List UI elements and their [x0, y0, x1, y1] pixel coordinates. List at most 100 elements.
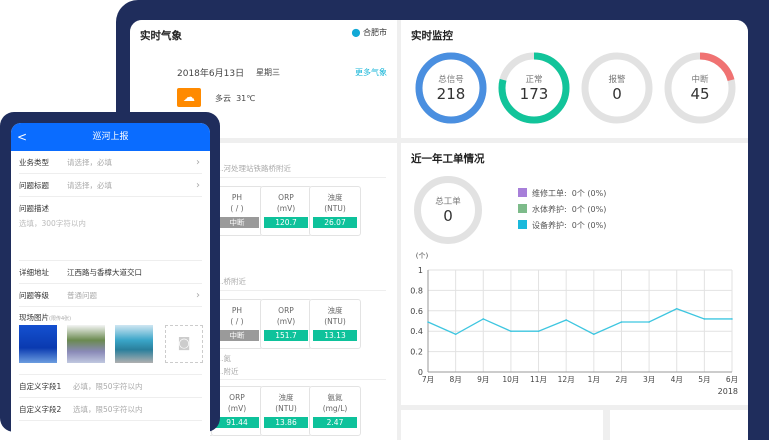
- station-name: …氮: [216, 354, 231, 363]
- x-tick-label: 6月: [726, 375, 738, 384]
- legend-item: 维修工单: 0个 (0%): [518, 188, 606, 199]
- y-tick-label: 0: [418, 368, 423, 377]
- data-point: [593, 333, 595, 336]
- address-field[interactable]: 详细地址 江西路与香樟大道交口: [19, 261, 202, 284]
- x-tick-label: 2月: [615, 375, 627, 384]
- phone-title: 巡河上报: [92, 132, 129, 142]
- sensor-card[interactable]: 浊度 (NTU) 13.13: [309, 299, 361, 349]
- weather-condition: 多云 31℃: [215, 94, 256, 103]
- ring-value: 173: [519, 85, 549, 103]
- workorder-title: 近一年工单情况: [411, 153, 485, 165]
- sensor-value: 13.86: [264, 417, 308, 428]
- monitor-ring[interactable]: 总信号 218: [414, 51, 488, 125]
- x-tick-label: 1月: [588, 375, 600, 384]
- weather-weekday: 星期三: [256, 68, 280, 77]
- legend-swatch: [518, 204, 527, 213]
- city-selector[interactable]: ⬤ 合肥市: [352, 27, 388, 38]
- description-label: 问题描述: [19, 204, 49, 213]
- total-workorder-ring: 总工单 0: [414, 176, 482, 244]
- phone-header: < 巡河上报: [11, 123, 210, 151]
- total-label: 总工单: [435, 197, 461, 207]
- data-point: [675, 307, 678, 310]
- monitor-panel: 实时监控 总信号 218 正常 173 报警 0 中断 45: [401, 20, 748, 138]
- ring-value: 45: [690, 85, 710, 103]
- data-point: [731, 318, 733, 320]
- sensor-value: 26.07: [313, 217, 357, 228]
- legend-swatch: [518, 220, 527, 229]
- ring-value: 218: [436, 85, 466, 103]
- chevron-right-icon: ›: [196, 157, 200, 168]
- data-point: [510, 330, 512, 332]
- station-name: …桥附近: [216, 277, 246, 286]
- station-name: …河处理站铁路桥附近: [216, 164, 291, 173]
- sensor-value: 120.7: [264, 217, 308, 228]
- dashboard-screen: 实时气象 ⬤ 合肥市 2018年6月13日 星期三 更多气象 ☁ 多云 31℃ …: [130, 20, 748, 440]
- bottom-panel-left: [401, 410, 603, 440]
- photo-thumbnail[interactable]: [19, 325, 57, 363]
- data-point: [703, 318, 706, 320]
- sensor-value: 91.44: [215, 417, 259, 428]
- phone-screen: < 巡河上报 业务类型 请选择，必填 › 问题标题 请选择，必填 › 问题描述 选填，30…: [11, 123, 210, 443]
- chevron-right-icon: ›: [196, 180, 200, 191]
- x-tick-label: 8月: [449, 375, 461, 384]
- custom-field[interactable]: 自定义字段2 选填，限50字符以内: [19, 398, 202, 421]
- x-tick-label: 3月: [643, 375, 655, 384]
- station-location: …附近: [216, 367, 239, 376]
- sensor-card[interactable]: 氨氮 (mg/L) 2.47: [309, 386, 361, 436]
- form-field[interactable]: 业务类型 请选择，必填 ›: [19, 151, 202, 174]
- level-field[interactable]: 问题等级 普通问题 ›: [19, 284, 202, 307]
- monitor-ring[interactable]: 报警 0: [580, 51, 654, 125]
- description-field[interactable]: 问题描述 选填，300字符以内: [19, 197, 202, 261]
- ring-label: 报警: [608, 75, 626, 85]
- x-tick-label: 4月: [671, 375, 683, 384]
- photos-label: 现场图片: [19, 313, 49, 322]
- legend-swatch: [518, 188, 527, 197]
- y-tick-label: 0.4: [410, 327, 423, 336]
- more-weather-link[interactable]: 更多气象: [355, 68, 387, 77]
- y-axis-unit: (个): [416, 252, 429, 260]
- sensor-card[interactable]: 浊度 (NTU) 13.86: [260, 386, 312, 436]
- series-line: [427, 308, 732, 335]
- photo-thumbnail[interactable]: [67, 325, 105, 363]
- x-tick-label: 9月: [477, 375, 489, 384]
- workorder-panel: 近一年工单情况 总工单 0: [401, 143, 748, 405]
- monitor-ring[interactable]: 中断 45: [663, 51, 737, 125]
- weather-date: 2018年6月13日: [177, 69, 245, 79]
- x-tick-label: 11月: [530, 375, 547, 384]
- weather-title: 实时气象: [140, 30, 182, 42]
- workorder-line-chart: 0 0.2 0.4 0.6 0.8 1 7月 8月 9月 10月 11月 12月 1月 2月 3月 4月 5月 6…: [410, 252, 738, 396]
- partly-cloudy-icon: ☁: [177, 88, 201, 107]
- ring-label: 正常: [525, 75, 543, 85]
- phone-frame: < 巡河上报 业务类型 请选择，必填 › 问题标题 请选择，必填 › 问题描述 选填，30…: [0, 112, 220, 443]
- data-point: [482, 318, 485, 320]
- photo-thumbnail[interactable]: [115, 325, 153, 363]
- back-button[interactable]: <: [17, 130, 28, 144]
- monitor-title: 实时监控: [411, 30, 453, 42]
- data-point: [620, 321, 623, 323]
- sensor-card[interactable]: ORP (mV) 120.7: [260, 186, 312, 236]
- x-tick-label: 5月: [698, 375, 710, 384]
- description-placeholder: 选填，300字符以内: [19, 219, 86, 228]
- sensor-value: 13.13: [313, 330, 357, 341]
- sensor-card[interactable]: ORP (mV) 151.7: [260, 299, 312, 349]
- photos-hint: (限传4张): [49, 316, 72, 322]
- sensor-card[interactable]: 浊度 (NTU) 26.07: [309, 186, 361, 236]
- data-point: [537, 330, 540, 332]
- data-point: [427, 321, 429, 323]
- location-pin-icon: ⬤: [351, 28, 361, 37]
- city-name: 合肥市: [363, 28, 387, 37]
- monitor-ring[interactable]: 正常 173: [497, 51, 571, 125]
- data-point: [565, 319, 567, 321]
- sensor-value: 2.47: [313, 417, 357, 428]
- add-photo-camera-icon[interactable]: ◙: [165, 325, 203, 363]
- ring-label: 中断: [691, 75, 709, 85]
- sensor-value: 中断: [215, 217, 259, 228]
- x-tick-label: 12月: [558, 375, 575, 384]
- y-tick-label: 0.2: [410, 348, 423, 357]
- data-point: [648, 321, 650, 323]
- ring-value: 0: [612, 85, 622, 103]
- legend-item: 水体养护: 0个 (0%): [518, 204, 606, 215]
- form-field[interactable]: 问题标题 请选择，必填 ›: [19, 174, 202, 197]
- legend-item: 设备养护: 0个 (0%): [518, 220, 606, 231]
- custom-field[interactable]: 自定义字段1 必填，限50字符以内: [19, 375, 202, 398]
